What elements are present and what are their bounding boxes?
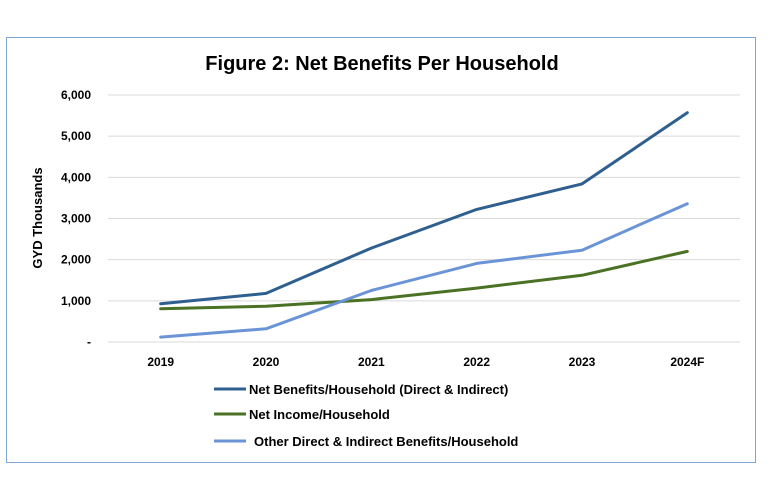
series-line-1 <box>159 111 689 306</box>
y-tick-label: 4,000 <box>61 170 91 184</box>
series-lines <box>159 111 689 339</box>
y-tick-labels: - 1,000 2,000 3,000 4,000 5,000 6,000 <box>61 88 91 349</box>
y-axis-label: GYD Thousands <box>30 167 45 268</box>
legend-label: Net Benefits/Household (Direct & Indirec… <box>249 382 508 397</box>
y-tick-label: - <box>87 335 91 349</box>
y-tick-label: 2,000 <box>61 253 91 267</box>
legend: Net Benefits/Household (Direct & Indirec… <box>214 382 518 449</box>
x-tick-label: 2021 <box>358 355 385 369</box>
series-line-3 <box>159 202 689 339</box>
x-tick-label: 2023 <box>569 355 596 369</box>
chart-title: Figure 2: Net Benefits Per Household <box>205 53 558 75</box>
x-tick-label: 2020 <box>253 355 280 369</box>
x-tick-label: 2019 <box>147 355 174 369</box>
y-tick-label: 1,000 <box>61 294 91 308</box>
y-tick-label: 3,000 <box>61 212 91 226</box>
legend-label: Net Income/Household <box>249 407 390 422</box>
x-tick-label: 2024F <box>670 355 704 369</box>
series-line-2 <box>159 249 689 311</box>
x-tick-labels: 2019 2020 2021 2022 2023 2024F <box>147 355 704 369</box>
gridlines <box>108 94 740 343</box>
legend-label: Other Direct & Indirect Benefits/Househo… <box>254 434 518 449</box>
x-tick-label: 2022 <box>463 355 490 369</box>
y-tick-label: 5,000 <box>61 129 91 143</box>
chart-frame <box>6 37 756 463</box>
y-tick-label: 6,000 <box>61 88 91 102</box>
